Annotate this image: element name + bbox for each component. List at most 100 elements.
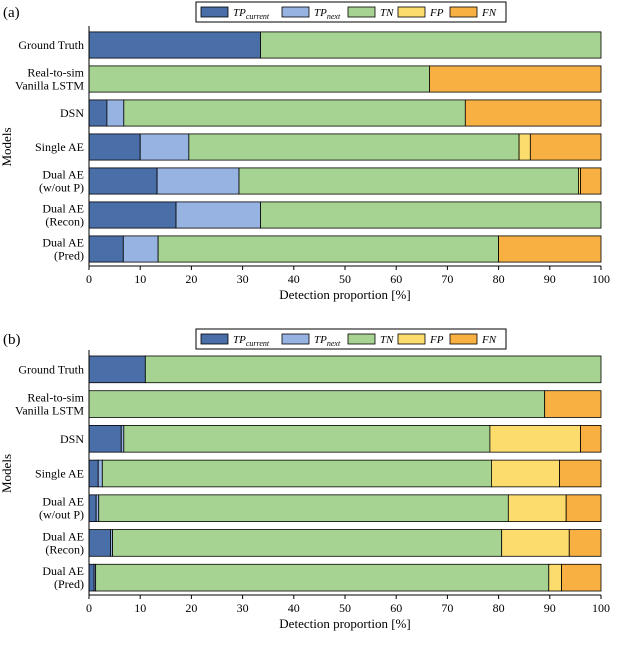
chart-panel-a: (a) TPcurrent TPnext TN FP FN Ground Truth Real… (0, 1, 610, 302)
bar-segment (580, 425, 602, 453)
category-label: Real-to-sim (27, 66, 84, 80)
legend-swatch-1 (281, 333, 310, 345)
x-axis-label: Detection proportion [%] (279, 616, 410, 631)
legend-swatch-4 (449, 333, 478, 345)
x-tick-label: 100 (592, 272, 610, 286)
legend-swatch-2 (347, 333, 376, 345)
bar-segment (498, 235, 602, 263)
bar-segment (144, 355, 602, 384)
legend-label-0: TPcurrent (233, 334, 270, 348)
bar-segment (544, 390, 602, 418)
legend-swatch-3 (397, 333, 426, 345)
bar-segment (507, 494, 567, 522)
bar-segment (88, 355, 146, 384)
legend-label-0: TPcurrent (233, 7, 270, 21)
legend-label-1: TPnext (314, 7, 341, 21)
legend-label-2: TN (380, 7, 394, 19)
bar-segment (88, 390, 546, 418)
bar-segment (559, 459, 602, 488)
bar-segment (464, 99, 602, 127)
bar-segment (95, 563, 550, 592)
x-tick-label: 60 (390, 601, 402, 615)
bar-segment (88, 99, 108, 127)
x-tick-label: 0 (86, 601, 92, 615)
x-tick-label: 0 (86, 272, 92, 286)
bar-segment (88, 235, 124, 263)
bar-segment (101, 459, 492, 488)
bar-segment (88, 167, 158, 195)
x-tick-label: 70 (441, 601, 453, 615)
bar-segment (88, 65, 430, 93)
x-tick-label: 30 (237, 272, 249, 286)
bar-segment (139, 133, 190, 161)
legend-swatch-4 (449, 6, 478, 18)
bar-segment (123, 425, 491, 453)
panel-label: (a) (3, 5, 20, 21)
bar-segment (561, 563, 602, 592)
x-tick-label: 80 (493, 601, 505, 615)
bar-segment (97, 459, 103, 488)
x-axis-label: Detection proportion [%] (279, 287, 410, 302)
category-label: (Recon) (45, 542, 84, 556)
panel-label: (b) (3, 332, 21, 348)
bar-segment (88, 201, 177, 229)
category-label: Dual AE (42, 495, 84, 509)
category-label: (w/out P) (39, 508, 84, 522)
x-tick-label: 70 (441, 272, 453, 286)
x-tick-label: 60 (390, 272, 402, 286)
x-tick-label: 90 (544, 601, 556, 615)
category-label: (w/out P) (39, 181, 84, 195)
bar-segment (88, 425, 122, 453)
category-label: Vanilla LSTM (15, 404, 84, 418)
x-tick-label: 20 (185, 601, 197, 615)
bar-segment (501, 529, 570, 557)
legend-swatch-1 (281, 6, 310, 18)
bar-segment (123, 99, 466, 127)
x-tick-label: 40 (288, 272, 300, 286)
legend-label-4: FN (481, 334, 497, 346)
chart-panel-b: (b) TPcurrent TPnext TN FP FN Ground Truth Real… (0, 328, 610, 631)
bar-segment (106, 99, 125, 127)
category-label: DSN (60, 106, 84, 120)
legend-swatch-0 (200, 6, 229, 18)
legend-label-2: TN (380, 334, 394, 346)
legend: TPcurrent TPnext TN FP FN (195, 1, 507, 23)
x-tick-label: 50 (339, 272, 351, 286)
bar-segment (88, 494, 97, 522)
bar-segment (491, 459, 560, 488)
x-tick-label: 20 (185, 272, 197, 286)
x-tick-label: 30 (237, 601, 249, 615)
legend-label-3: FP (429, 7, 444, 19)
bar-segment (429, 65, 602, 93)
bar-segment (88, 563, 95, 592)
bar-segment (88, 31, 261, 59)
category-label: (Pred) (54, 577, 84, 591)
bar-segment (489, 425, 581, 453)
category-label: Vanilla LSTM (15, 79, 84, 93)
category-label: (Recon) (45, 215, 84, 229)
bar-segment (122, 235, 159, 263)
bar-segment (565, 494, 602, 522)
x-tick-label: 10 (134, 272, 146, 286)
x-tick-label: 10 (134, 601, 146, 615)
bar-segment (568, 529, 602, 557)
bar-segment (175, 201, 261, 229)
x-tick-label: 100 (592, 601, 610, 615)
bar-segment (548, 563, 562, 592)
category-label: Ground Truth (18, 362, 84, 376)
legend-label-4: FN (481, 7, 497, 19)
y-axis-label: Models (0, 454, 14, 493)
bar-segment (88, 529, 111, 557)
category-label: Real-to-sim (27, 391, 84, 405)
category-label: DSN (60, 432, 84, 446)
legend-swatch-0 (200, 333, 229, 345)
x-tick-label: 50 (339, 601, 351, 615)
y-axis-label: Models (0, 128, 14, 167)
x-tick-label: 80 (493, 272, 505, 286)
legend-swatch-2 (347, 6, 376, 18)
category-label: Single AE (35, 140, 84, 154)
bar-segment (529, 133, 602, 161)
category-label: Dual AE (42, 529, 84, 543)
category-label: Dual AE (42, 202, 84, 216)
